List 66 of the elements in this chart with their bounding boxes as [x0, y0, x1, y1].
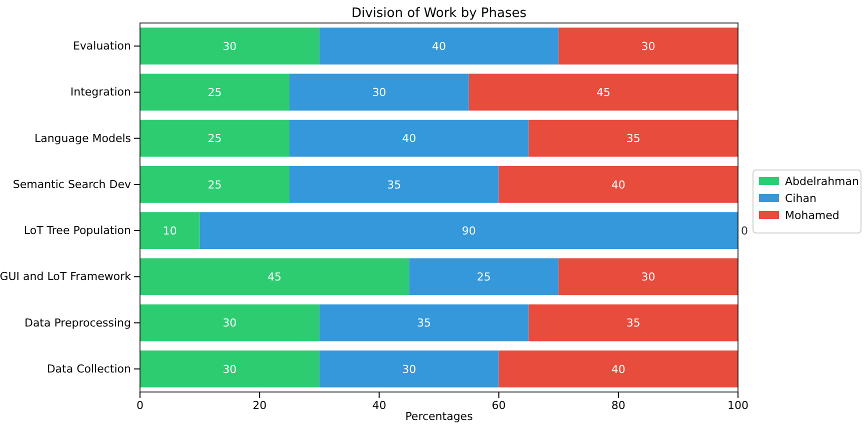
data-label: 30 [222, 40, 237, 53]
bar [319, 304, 529, 342]
data-label: 45 [596, 86, 610, 100]
bar [140, 74, 290, 111]
bar [468, 74, 738, 111]
y-tick-label: Data Collection [46, 362, 132, 376]
bar [558, 258, 738, 296]
bar [558, 28, 738, 65]
data-label: 25 [208, 86, 222, 100]
data-label: 40 [611, 178, 626, 192]
legend-label: Mohamed [785, 209, 840, 222]
bar [140, 28, 320, 65]
x-tick-label: 0 [136, 398, 144, 412]
data-label: 30 [402, 362, 416, 376]
data-label: 25 [476, 270, 491, 284]
y-tick-label: GUI and LoT Framework [0, 270, 132, 284]
bar [140, 166, 290, 203]
data-label: 10 [162, 224, 177, 238]
data-label: 25 [208, 178, 222, 192]
bar [498, 350, 738, 388]
y-tick-label: Semantic Search Dev [12, 178, 132, 191]
legend-label: Cihan [785, 192, 816, 205]
x-axis-title: Percentages [405, 410, 474, 423]
bar [290, 166, 499, 203]
x-tick-label: 100 [728, 398, 748, 412]
bar [140, 350, 320, 388]
x-tick-label: 80 [611, 398, 626, 412]
bar [140, 212, 200, 250]
data-label: 35 [626, 132, 640, 146]
legend-label: Abdelrahman [785, 175, 860, 188]
data-label: 0 [741, 224, 748, 238]
bar [140, 304, 320, 342]
bar [140, 120, 290, 157]
bar [498, 166, 738, 203]
y-tick-label: LoT Tree Population [24, 224, 132, 238]
x-tick-label: 60 [492, 398, 506, 412]
x-tick-label: 40 [372, 398, 386, 412]
data-label: 30 [222, 316, 237, 330]
data-label: 40 [611, 362, 626, 376]
bar [319, 350, 499, 388]
bar [319, 28, 559, 65]
bar [200, 212, 738, 250]
data-label: 30 [641, 270, 656, 284]
x-tick-label: 20 [252, 398, 267, 412]
bar [290, 74, 469, 111]
bar [409, 258, 559, 296]
data-label: 30 [372, 86, 386, 100]
data-label: 30 [222, 362, 237, 376]
data-label: 45 [268, 270, 282, 284]
data-label: 30 [641, 40, 656, 53]
bar [140, 258, 410, 296]
data-label: 40 [432, 40, 446, 53]
data-label: 35 [387, 178, 402, 192]
y-tick-label: Integration [70, 86, 132, 99]
y-tick-label: Language Models [34, 132, 132, 145]
data-label: 25 [208, 132, 222, 146]
data-label: 35 [417, 316, 432, 330]
data-label: 35 [626, 316, 640, 330]
data-label: 90 [462, 224, 476, 238]
y-tick-label: Evaluation [72, 40, 132, 53]
y-tick-label: Data Preprocessing [24, 316, 131, 330]
bar [528, 120, 738, 157]
bar [290, 120, 529, 157]
bar [528, 304, 738, 342]
chart-title: Division of Work by Phases [351, 6, 527, 21]
data-label: 40 [402, 132, 416, 146]
